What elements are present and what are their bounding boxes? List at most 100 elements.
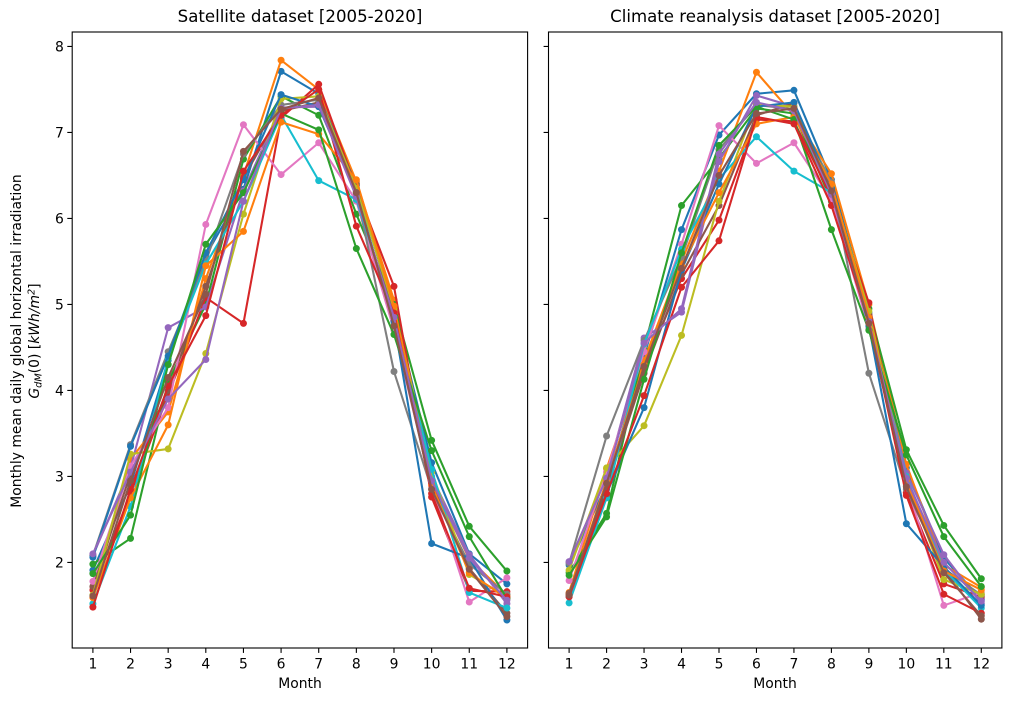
series-marker-right-2011 [940,601,948,609]
series-marker-right-2019 [640,339,648,347]
series-marker-left-2019 [239,197,247,205]
series-marker-left-2020 [127,477,135,485]
axes-right: 1 2 3 4 5 6 7 8 9 10 11 12 [543,31,1003,673]
series-marker-right-2020 [752,110,760,118]
x-tick-label-left: 2 [126,657,135,673]
y-axis-label-math-part: (0) [ [26,343,43,374]
series-marker-left-2015 [428,540,436,548]
series-line-left-2011 [91,123,508,604]
series-marker-left-2014 [503,604,511,612]
series-line-left-2013 [91,95,508,598]
series-line-right-2011 [568,124,983,607]
y-axis-label: Monthly mean daily global horizontal irr… [9,31,45,651]
series-marker-left-2011 [277,171,285,179]
x-tick-label-left: 4 [201,657,210,673]
series-marker-right-2006 [827,170,835,178]
series-marker-left-2011 [465,598,473,606]
y-axis-label-math-part: kWh/m [26,295,43,344]
y-tick-label-left: 5 [55,297,64,313]
series-line-left-2016 [91,121,508,600]
series-marker-right-2018 [640,392,648,400]
y-tick-label-left: 6 [55,211,64,227]
series-marker-left-2017 [89,570,97,578]
series-marker-right-2014 [752,133,760,141]
series-marker-left-2020 [503,613,511,621]
series-line-right-2015 [568,101,983,607]
series-marker-right-2011 [790,139,798,147]
y-tick-label-left: 8 [55,39,64,55]
series-marker-right-2012 [865,369,873,377]
series-marker-left-2009 [164,324,172,332]
series-line-right-2020 [568,107,983,617]
x-tick-label-right: 6 [752,657,761,673]
series-marker-left-2005 [277,67,285,75]
series-marker-left-2015 [277,91,285,99]
series-marker-right-2017 [977,583,985,591]
series-marker-right-2007 [678,202,686,210]
y-tick-label-left: 3 [55,469,64,485]
series-marker-left-2014 [315,177,323,185]
series-marker-right-2005 [790,86,798,94]
x-tick-label-left: 7 [314,657,323,673]
series-marker-right-2020 [715,171,723,179]
series-marker-right-2012 [603,432,611,440]
series-marker-right-2007 [940,521,948,529]
y-axis-label-math-part: ] [26,283,43,289]
series-marker-left-2007 [503,567,511,575]
y-axis-label-math-part: dM [32,373,44,388]
series-marker-right-2019 [565,558,573,566]
series-marker-left-2017 [127,511,135,519]
series-marker-left-2017 [352,245,360,253]
series-marker-left-2008 [239,319,247,327]
y-axis-label-math-part: 2 [26,288,38,295]
x-tick-label-right: 5 [715,657,724,673]
series-line-left-2017 [91,112,508,600]
series-marker-right-2017 [640,375,648,383]
series-marker-left-2020 [465,565,473,573]
series-marker-left-2020 [428,485,436,493]
x-tick-label-left: 1 [88,657,97,673]
series-marker-right-2015 [902,520,910,528]
x-tick-label-left: 10 [423,657,441,673]
series-marker-left-2016 [164,421,172,429]
series-marker-left-2017 [202,240,210,248]
series-marker-right-2013 [715,197,723,205]
series-marker-right-2019 [940,558,948,566]
series-marker-right-2017 [902,451,910,459]
series-marker-right-2013 [678,331,686,339]
axes-spines-right [547,31,1003,649]
series-line-left-2007 [91,95,508,573]
series-marker-left-2020 [277,105,285,113]
series-line-left-2015 [91,93,508,622]
series-marker-right-2016 [715,189,723,197]
series-marker-left-2016 [352,176,360,184]
series-marker-left-2016 [202,262,210,270]
series-line-right-2012 [568,103,983,597]
series-marker-left-2018 [239,167,247,175]
series-marker-right-2020 [640,362,648,370]
series-marker-right-2011 [565,576,573,584]
series-line-left-2010 [91,101,508,615]
series-marker-left-2008 [390,282,398,290]
series-marker-left-2020 [89,592,97,600]
series-marker-right-2018 [715,237,723,245]
axes-spines-left [71,31,529,649]
series-marker-right-2020 [865,319,873,327]
series-marker-left-2017 [164,361,172,369]
series-marker-left-2011 [503,574,511,582]
x-tick-label-left: 3 [164,657,173,673]
x-tick-label-left: 6 [277,657,286,673]
series-marker-right-2020 [603,479,611,487]
series-marker-right-2020 [827,187,835,195]
series-line-right-2019 [568,101,983,603]
series-marker-left-2018 [315,85,323,93]
series-line-left-2018 [91,88,508,609]
series-marker-left-2020 [202,290,210,298]
series-marker-right-2018 [603,490,611,498]
left-plot-title: Satellite dataset [2005-2020] [177,7,423,26]
series-marker-right-2018 [678,283,686,291]
series-marker-left-2007 [352,210,360,218]
